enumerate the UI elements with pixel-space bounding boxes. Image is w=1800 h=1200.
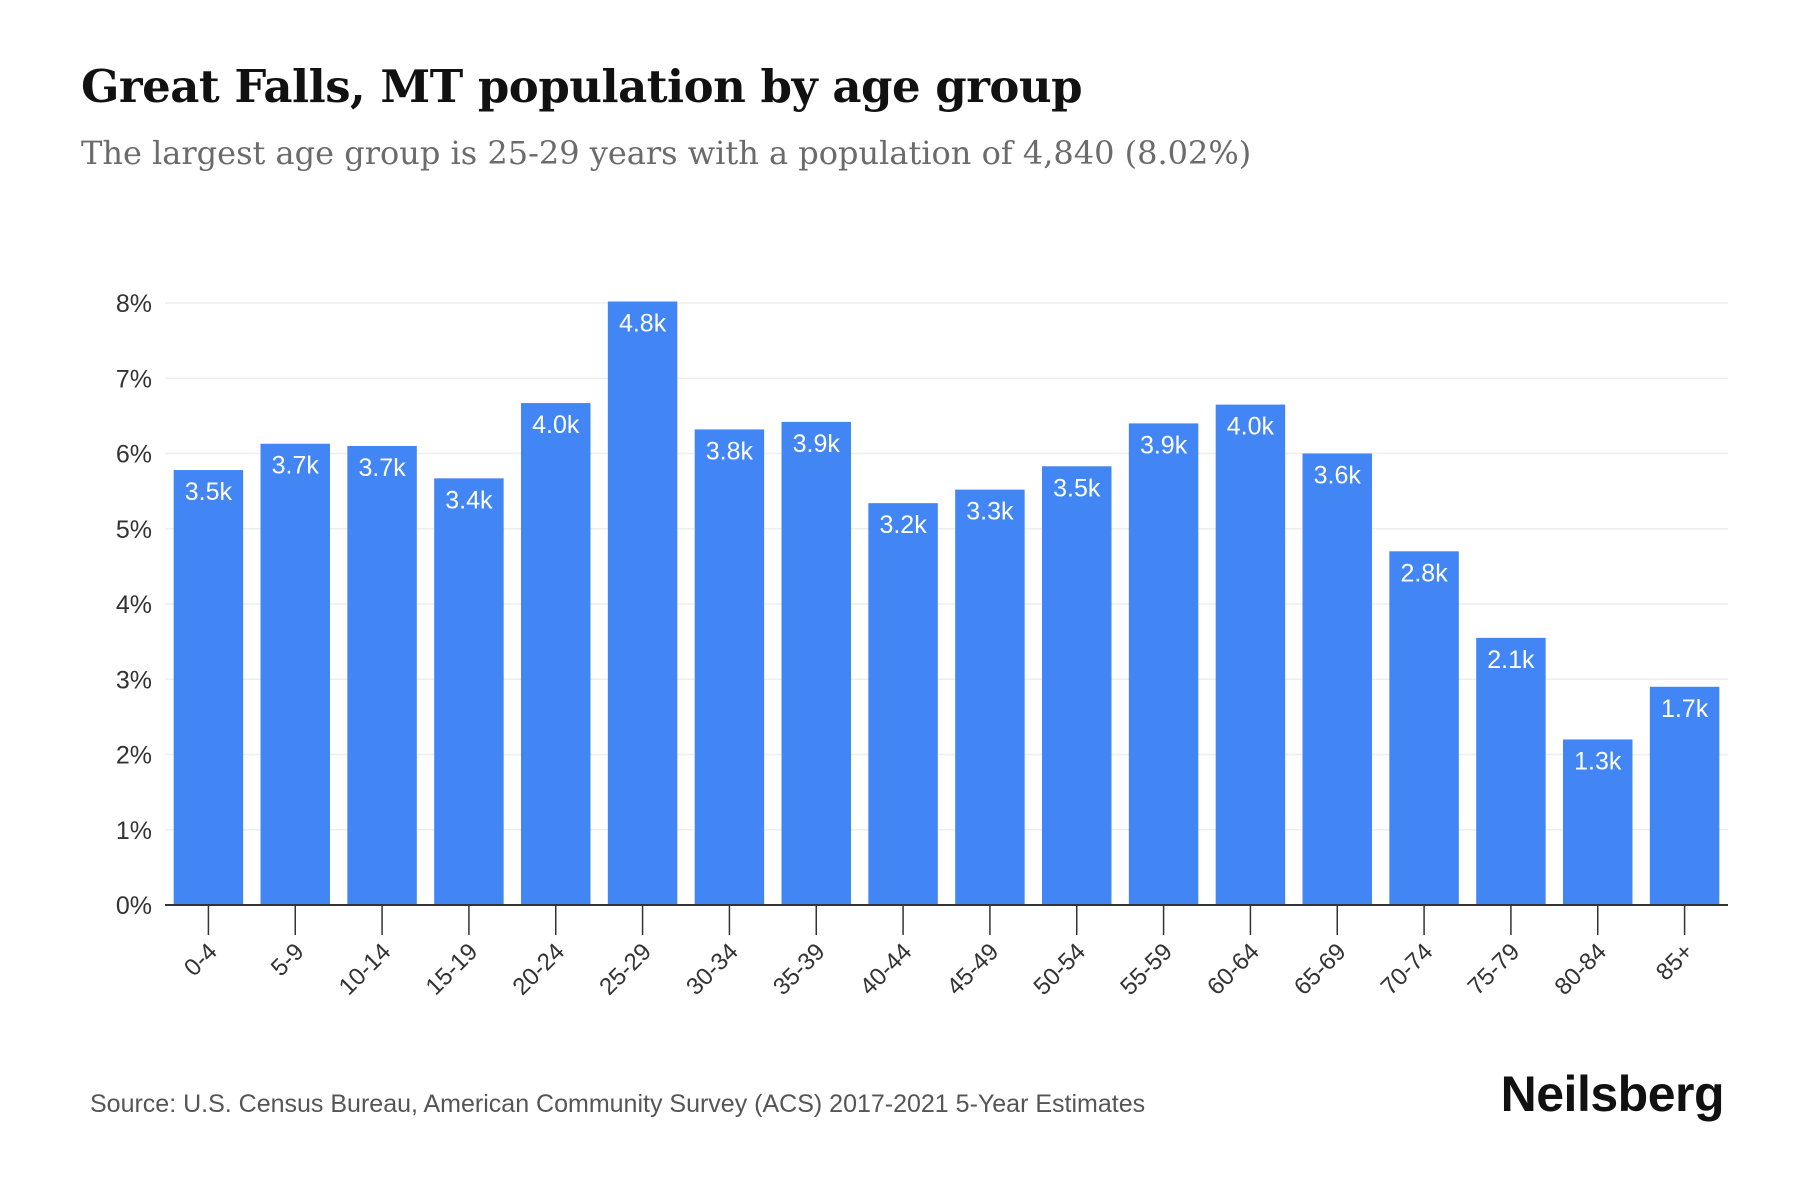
- bar-25-29: [607, 301, 678, 905]
- y-tick-label: 1%: [116, 817, 152, 845]
- bar-value-label: 1.7k: [1661, 695, 1709, 723]
- x-tick-label: 50-54: [1028, 938, 1091, 1001]
- x-tick-label: 20-24: [507, 938, 570, 1001]
- y-tick-label: 6%: [116, 441, 152, 469]
- y-tick-label: 7%: [116, 365, 152, 393]
- bar-value-label: 2.1k: [1487, 646, 1535, 674]
- bar-5-9: [260, 443, 330, 905]
- y-tick-label: 5%: [116, 516, 152, 544]
- bar-value-label: 3.8k: [706, 437, 754, 465]
- bar-value-label: 3.7k: [358, 454, 406, 482]
- y-tick-label: 2%: [116, 742, 152, 770]
- x-tick-label: 5-9: [266, 938, 310, 982]
- x-tick-label: 80-84: [1549, 938, 1612, 1001]
- bar-75-79: [1476, 637, 1546, 905]
- x-tick-label: 85+: [1651, 938, 1699, 986]
- chart-title: Great Falls, MT population by age group: [81, 60, 1083, 113]
- gridlines: [165, 302, 1728, 831]
- x-tick-label: 35-39: [768, 938, 831, 1001]
- chart-subtitle: The largest age group is 25-29 years wit…: [81, 134, 1252, 172]
- x-tick-label: 15-19: [421, 938, 484, 1001]
- bar-value-label: 3.5k: [1053, 474, 1101, 502]
- bar-value-label: 4.0k: [1227, 413, 1275, 441]
- x-tick-label: 65-69: [1289, 938, 1352, 1001]
- y-tick-label: 0%: [116, 892, 152, 920]
- bar-55-59: [1128, 423, 1199, 905]
- x-tick-label: 0-4: [179, 938, 223, 982]
- bar-value-label: 3.6k: [1314, 462, 1362, 490]
- bars: [173, 301, 1720, 905]
- x-tick-label: 70-74: [1376, 938, 1439, 1001]
- x-tick-label: 40-44: [855, 938, 918, 1001]
- bar-65-69: [1302, 453, 1372, 905]
- y-tick-label: 3%: [116, 666, 152, 694]
- source-note: Source: U.S. Census Bureau, American Com…: [90, 1090, 1146, 1118]
- y-axis-ticks: 0% 1% 2% 3% 4% 5% 6% 7% 8%: [116, 290, 152, 920]
- bar-value-label: 3.9k: [793, 430, 841, 458]
- bar-10-14: [347, 445, 417, 905]
- x-tick-label: 10-14: [334, 938, 397, 1001]
- y-tick-label: 4%: [116, 591, 152, 619]
- bar-value-label: 3.7k: [272, 452, 320, 480]
- bar-15-19: [434, 478, 504, 905]
- bar-35-39: [781, 421, 851, 905]
- bar-value-labels: 3.5k 3.7k 3.7k 3.4k 4.0k 4.8k 3.8k 3.9k 3.2k 3.3k…: [185, 309, 1709, 775]
- x-tick-label: 30-34: [681, 938, 744, 1001]
- x-tick-label: 45-49: [942, 938, 1005, 1001]
- bar-60-64: [1215, 404, 1286, 905]
- bar-value-label: 3.4k: [445, 486, 493, 514]
- bar-80-84: [1563, 739, 1633, 905]
- bar-30-34: [694, 429, 765, 905]
- bar-value-label: 1.3k: [1574, 747, 1622, 775]
- bar-value-label: 3.9k: [1140, 431, 1188, 459]
- bar-0-4: [173, 470, 244, 905]
- bar-value-label: 4.8k: [619, 309, 667, 337]
- x-tick-label: 75-79: [1463, 938, 1526, 1001]
- y-tick-label: 8%: [116, 290, 152, 318]
- bar-value-label: 4.0k: [532, 411, 580, 439]
- x-tick-label: 60-64: [1202, 938, 1265, 1001]
- bar-50-54: [1042, 466, 1112, 905]
- bar-value-label: 3.5k: [185, 478, 233, 506]
- x-axis: 0-4 5-9 10-14 15-19 20-24 25-29 30-34 35-39 40-4…: [165, 904, 1728, 1001]
- x-tick-label: 55-59: [1115, 938, 1178, 1001]
- bar-40-44: [868, 503, 938, 905]
- bar-70-74: [1389, 551, 1459, 905]
- x-tick-label: 25-29: [594, 938, 657, 1001]
- bar-value-label: 3.2k: [879, 511, 927, 539]
- bar-45-49: [955, 489, 1025, 905]
- bar-value-label: 2.8k: [1400, 559, 1448, 587]
- bar-value-label: 3.3k: [966, 498, 1014, 526]
- bar-85+: [1649, 686, 1720, 905]
- brand-logo: Neilsberg: [1500, 1066, 1725, 1122]
- bar-20-24: [521, 403, 591, 905]
